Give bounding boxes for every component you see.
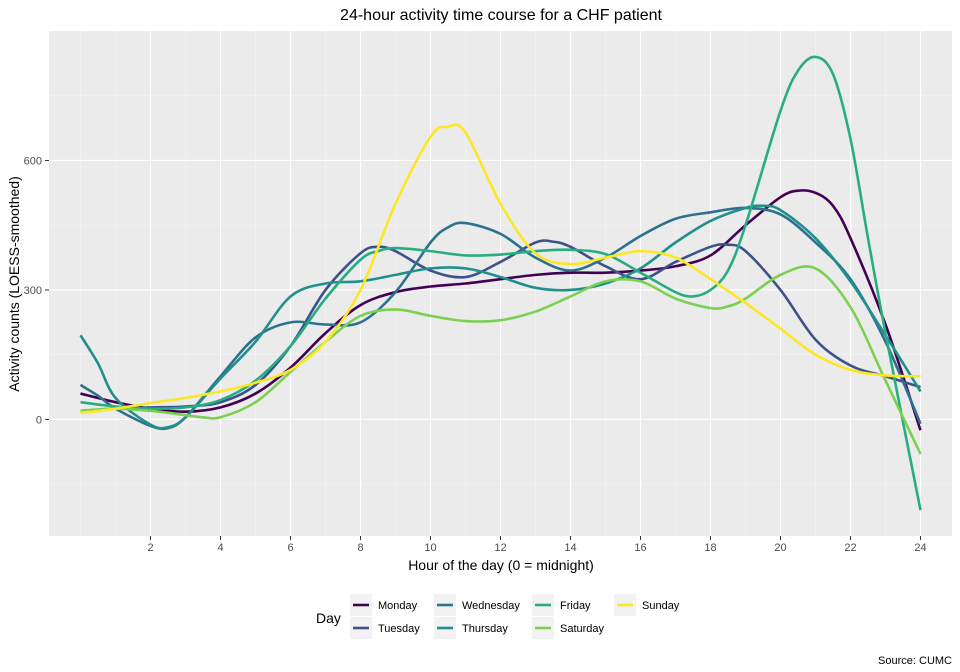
legend-label: Tuesday xyxy=(378,623,420,635)
x-axis: 2 4 6 8 10 12 14 16 18 20 22 24 xyxy=(147,536,927,554)
series-line-thursday xyxy=(79,204,922,430)
x-tick-label: 18 xyxy=(704,542,716,554)
legend-label: Thursday xyxy=(462,623,508,635)
y-axis: 0 300 600 xyxy=(24,155,49,426)
legend-title: Day xyxy=(316,610,341,626)
legend: Day Monday Tuesday Wednesday Thursday Friday… xyxy=(316,594,680,639)
x-tick-label: 8 xyxy=(357,542,363,554)
x-tick-label: 12 xyxy=(494,542,506,554)
legend-label: Wednesday xyxy=(462,600,520,612)
x-tick-label: 14 xyxy=(564,542,576,554)
x-tick-label: 16 xyxy=(634,542,646,554)
legend-label: Friday xyxy=(560,600,591,612)
chart-caption: Source: CUMC xyxy=(878,655,952,667)
x-axis-label: Hour of the day (0 = midnight) xyxy=(408,557,594,573)
x-tick-label: 6 xyxy=(287,542,293,554)
y-axis-label: Activity counts (LOESS-smoothed) xyxy=(6,176,22,392)
legend-label: Sunday xyxy=(642,600,680,612)
x-tick-label: 22 xyxy=(844,542,856,554)
x-tick-label: 24 xyxy=(914,542,926,554)
legend-label: Saturday xyxy=(560,623,605,635)
series-line-saturday xyxy=(80,265,922,455)
y-tick-label: 300 xyxy=(24,285,42,297)
series-line-monday xyxy=(80,189,922,431)
x-tick-label: 2 xyxy=(147,542,153,554)
y-tick-label: 0 xyxy=(36,414,42,426)
series-lines xyxy=(79,55,922,511)
series-line-sunday xyxy=(80,123,921,415)
x-tick-label: 20 xyxy=(774,542,786,554)
x-tick-label: 10 xyxy=(424,542,436,554)
y-tick-label: 600 xyxy=(24,155,42,167)
legend-label: Monday xyxy=(378,600,418,612)
chart-title: 24-hour activity time course for a CHF p… xyxy=(340,7,662,24)
series-line-friday xyxy=(80,55,922,511)
x-tick-label: 4 xyxy=(217,542,223,554)
